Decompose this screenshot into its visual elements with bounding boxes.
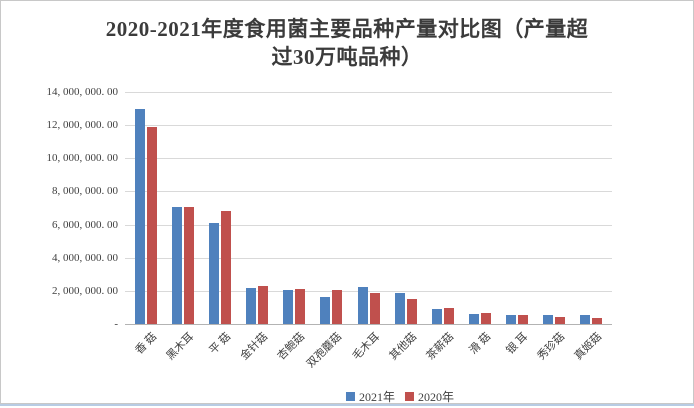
legend-swatch-2020-icon: [405, 392, 414, 401]
legend-label-2021: 2021年: [358, 390, 395, 404]
chart-title-line-1: 2020-2021年度食用菌主要品种产量对比图（产量超: [105, 17, 589, 41]
chart-title: 2020-2021年度食用菌主要品种产量对比图（产量超 过30万吨品种）: [0, 15, 694, 71]
legend-label-2020: 2020年: [418, 390, 455, 404]
gridline: [125, 158, 612, 160]
y-tick-label: 6, 000, 000. 00: [52, 218, 118, 231]
bar-2020年-毛木耳[interactable]: [369, 293, 380, 324]
gridline: [125, 191, 612, 193]
y-axis-labels: 14, 000, 000. 00 12, 000, 000. 00 10, 000,…: [0, 0, 119, 408]
bar-2020年-黑木耳[interactable]: [184, 206, 194, 324]
gridline: [125, 257, 612, 259]
bar-2020年-双孢蘑菇[interactable]: [332, 289, 343, 324]
gridline: [125, 290, 612, 292]
y-tick-label: 2, 000, 000. 00: [52, 284, 118, 297]
bar-2021年-金针菇[interactable]: [246, 288, 257, 324]
gridline: [125, 92, 612, 93]
bar-2020年-秀珍菇[interactable]: [555, 317, 565, 324]
bottom-rule: [0, 404, 694, 406]
bar-2020年-金针菇[interactable]: [258, 286, 269, 324]
bar-2020年-滑菇[interactable]: [480, 312, 491, 324]
bar-2020年-杏鲍菇[interactable]: [295, 289, 306, 324]
gridline: [125, 224, 612, 226]
bar-2020年-茶薪菇[interactable]: [443, 308, 454, 324]
y-tick-label: 10, 000, 000. 00: [46, 152, 119, 165]
bar-2021年-平菇[interactable]: [209, 223, 220, 324]
legend-item-2020[interactable]: 2020年: [405, 388, 454, 405]
bar-2020年-真姬菇[interactable]: [592, 317, 603, 324]
bar-2020年-平菇[interactable]: [221, 210, 232, 324]
y-tick-label: 14, 000, 000. 00: [46, 86, 119, 98]
bar-2021年-银耳[interactable]: [505, 315, 516, 324]
legend[interactable]: 2021年 2020年: [345, 388, 454, 405]
y-tick-label: 8, 000, 000. 00: [52, 185, 118, 198]
y-tick-label: -: [114, 318, 118, 330]
bar-2021年-秀珍菇[interactable]: [543, 314, 553, 324]
legend-swatch-2021-icon: [345, 392, 355, 401]
chart-title-line-2: 过30万吨品种）: [271, 45, 423, 69]
gridline: [125, 125, 612, 127]
y-tick-label: 12, 000, 000. 00: [46, 119, 119, 132]
bar-2021年-杏鲍菇[interactable]: [283, 290, 294, 324]
bar-2021年-双孢蘑菇[interactable]: [320, 296, 331, 324]
bar-2021年-茶薪菇[interactable]: [431, 309, 442, 324]
bar-2021年-滑菇[interactable]: [468, 313, 479, 324]
bar-2020年-银耳[interactable]: [517, 314, 528, 324]
bar-2021年-黑木耳[interactable]: [172, 207, 182, 324]
plot-area[interactable]: [125, 92, 612, 325]
legend-item-2021[interactable]: 2021年: [345, 388, 395, 405]
bar-2021年-其他菇[interactable]: [394, 293, 405, 324]
bar-2021年-毛木耳[interactable]: [357, 287, 368, 324]
bar-2021年-香菇[interactable]: [134, 109, 145, 324]
bar-2020年-其他菇[interactable]: [406, 299, 417, 324]
bar-2021年-真姬菇[interactable]: [580, 315, 591, 324]
y-tick-label: 4, 000, 000. 00: [52, 251, 118, 264]
bar-2020年-香菇[interactable]: [146, 127, 157, 324]
